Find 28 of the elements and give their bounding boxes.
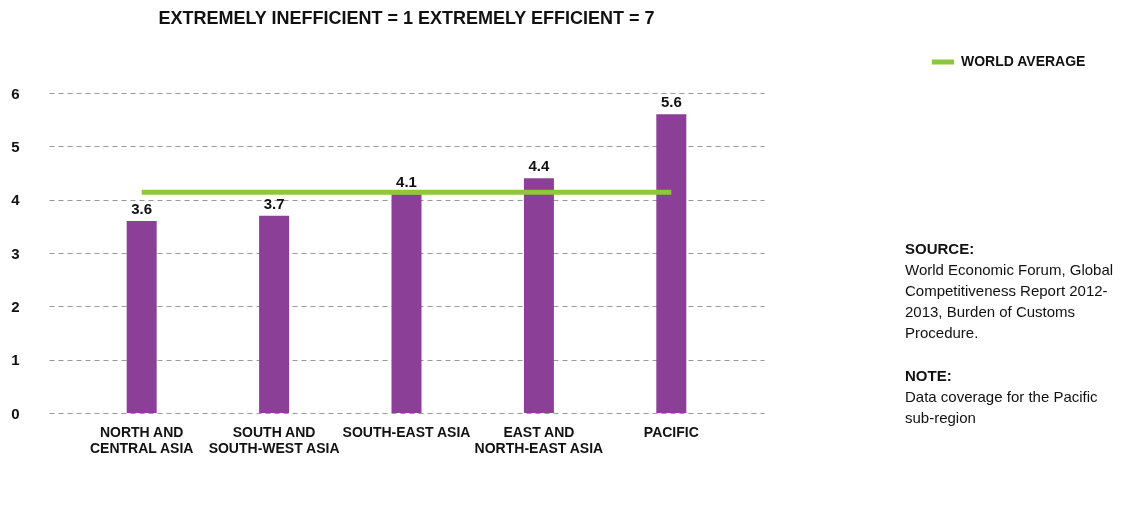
data-label: 5.6 bbox=[660, 93, 682, 111]
x-tick-label: SOUTH AND SOUTH-WEST ASIA bbox=[208, 423, 340, 456]
chart-title: EXTREMELY INEFFICIENT = 1 EXTREMELY EFFICIENT = 7 bbox=[158, 8, 655, 28]
source-note: SOURCE: bbox=[905, 239, 976, 259]
data-label: 3.7 bbox=[263, 194, 285, 212]
y-tick-label: 1 bbox=[11, 351, 20, 369]
text: NOTE: bbox=[905, 366, 953, 386]
y-tick-label: 2 bbox=[11, 297, 20, 315]
y-tick-label: 6 bbox=[11, 84, 20, 102]
y-tick-label: 4 bbox=[11, 191, 21, 209]
data-label: 4.1 bbox=[396, 173, 417, 191]
bar bbox=[391, 194, 422, 413]
x-tick-label: NORTH AND CENTRAL ASIA bbox=[89, 423, 194, 456]
x-tick-label: SOUTH-EAST ASIA bbox=[342, 423, 471, 440]
x-tick-label: EAST AND NORTH-EAST ASIA bbox=[474, 423, 604, 456]
y-tick-label: 0 bbox=[11, 404, 20, 422]
data-label: 4.4 bbox=[528, 157, 550, 175]
text: World Economic Forum, Global Competitiveness Report 2012-2013, Burden of Customs Procedure. bbox=[905, 260, 1115, 343]
bar bbox=[523, 178, 554, 413]
legend-label: WORLD AVERAGE bbox=[961, 53, 1086, 69]
bar bbox=[126, 221, 157, 413]
y-tick-label: 5 bbox=[11, 137, 20, 155]
bar bbox=[656, 114, 687, 413]
text: Data coverage for the Pacific sub-region bbox=[905, 387, 1099, 428]
data-label: 3.6 bbox=[131, 200, 153, 217]
bar bbox=[259, 215, 290, 413]
y-tick-label: 3 bbox=[11, 244, 20, 262]
x-tick-label: PACIFIC bbox=[643, 423, 699, 440]
